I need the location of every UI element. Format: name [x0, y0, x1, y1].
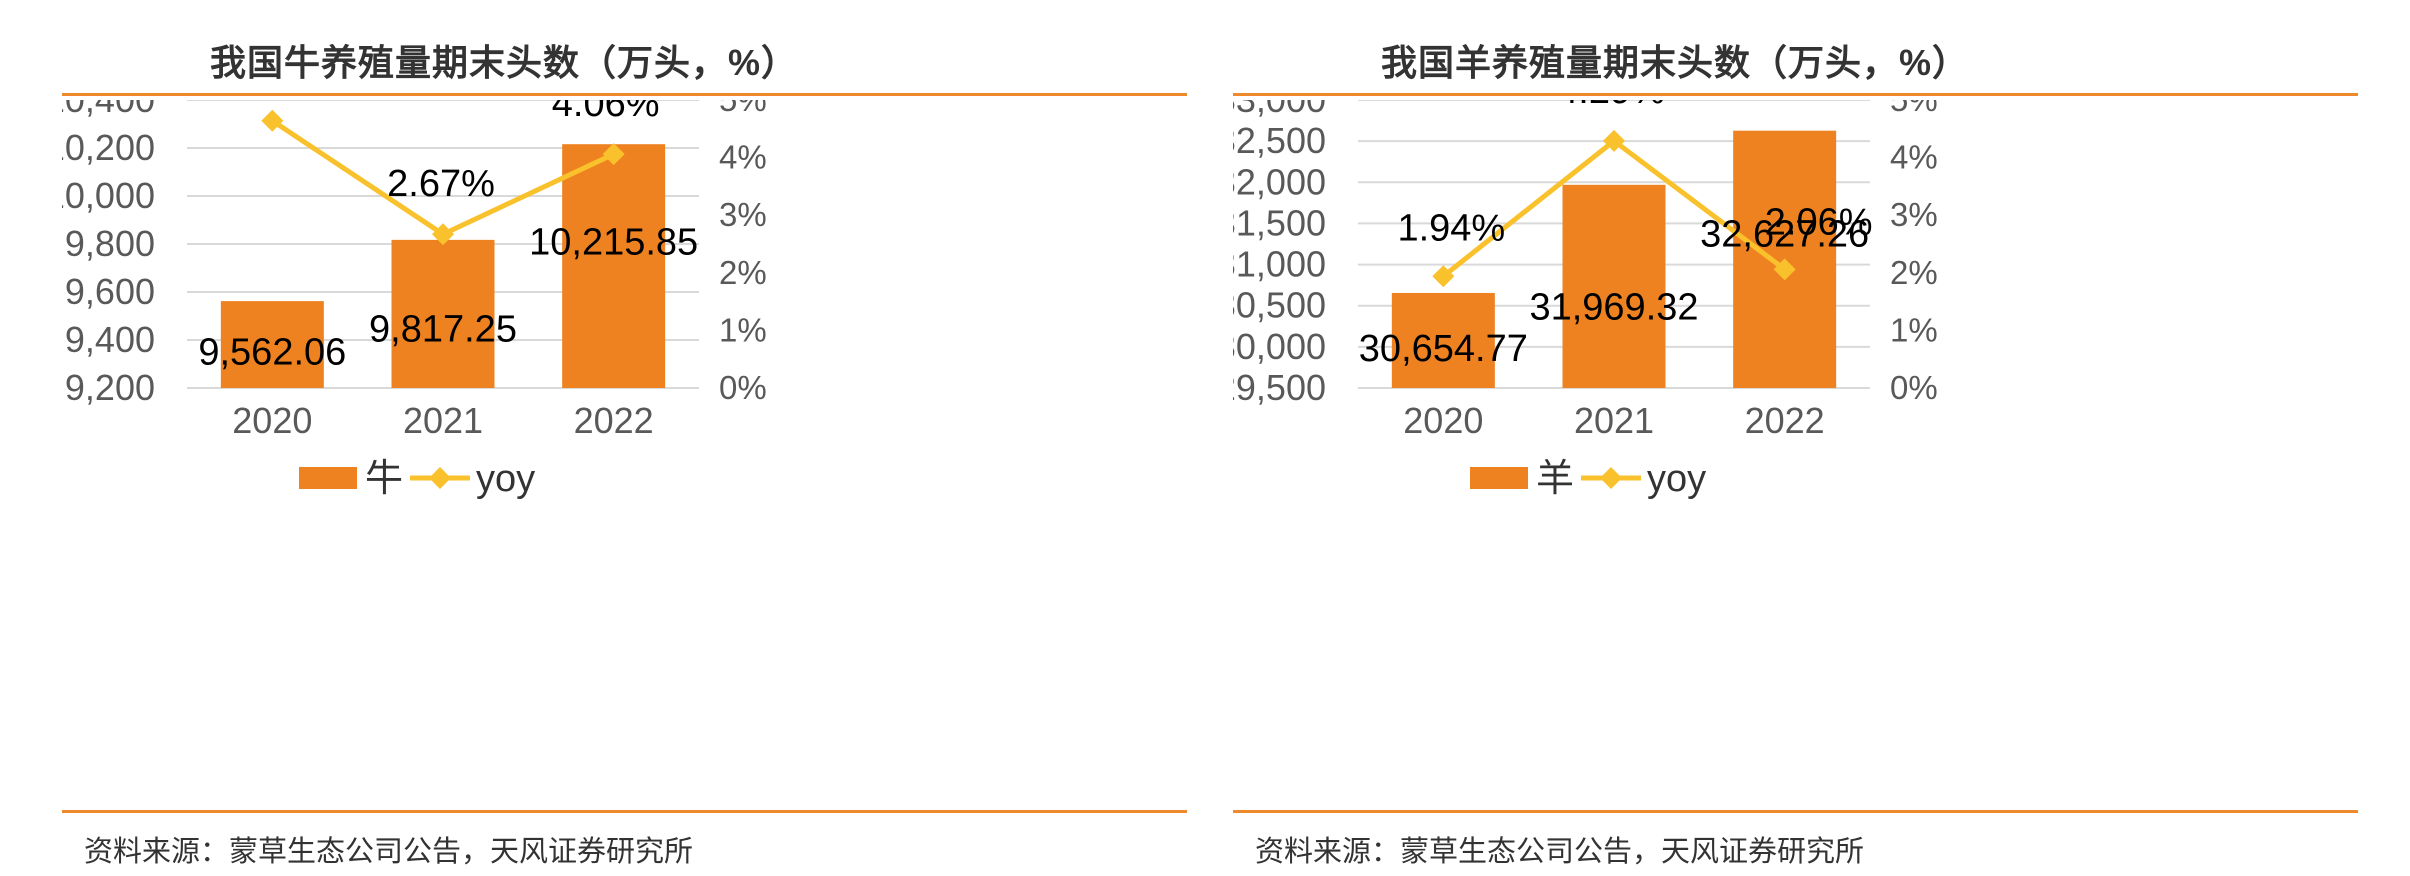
legend-line-marker: [429, 467, 451, 489]
chart-title: 我国牛养殖量期末头数（万头，%）: [62, 30, 1187, 86]
legend-bar-swatch: [1470, 467, 1528, 489]
bar-data-label: 31,969.32: [1529, 287, 1698, 329]
legend-line-marker: [1600, 467, 1622, 489]
source-note: 资料来源：蒙草生态公司公告，天风证券研究所: [1255, 836, 1865, 868]
y2-tick-label: 1%: [1890, 311, 1938, 348]
cattle-chart-panel: 我国牛养殖量期末头数（万头，%） 9,200 9,400 9,600 9,800 10,…: [62, 0, 1187, 876]
bar-data-label: 30,654.77: [1359, 328, 1528, 370]
y-tick-label: 31,000: [1233, 244, 1326, 285]
x-tick-label: 2020: [232, 400, 312, 441]
y2-tick-label: 3%: [1890, 196, 1938, 233]
y2-tick-label: 1%: [719, 311, 767, 348]
y-tick-label: 10,000: [62, 175, 155, 216]
yoy-data-label: 2.67%: [387, 163, 495, 205]
source-note: 资料来源：蒙草生态公司公告，天风证券研究所: [84, 836, 694, 868]
sheep-chart-panel: 我国羊养殖量期末头数（万头，%） 29,50030,00030,50031,00…: [1233, 0, 2358, 876]
legend-line-label: yoy: [1647, 458, 1706, 500]
title-rule: [1233, 93, 2358, 96]
yoy-data-label: 4.29%: [1557, 100, 1665, 112]
chart-title-text: 我国羊养殖量期末头数（万头，%）: [1381, 42, 1970, 83]
yoy-marker: [432, 223, 454, 246]
y-tick-label: 9,200: [65, 367, 155, 408]
x-tick-label: 2022: [574, 400, 654, 441]
bar: [391, 239, 495, 388]
sheep-chart: 29,50030,00030,50031,00031,50032,00032,5…: [1233, 100, 1938, 500]
bar-data-label: 10,215.85: [529, 222, 698, 264]
x-tick-label: 2022: [1745, 400, 1825, 441]
yoy-data-label: 4.06%: [552, 100, 660, 125]
y-tick-label: 31,500: [1233, 202, 1326, 243]
y2-tick-label: 5%: [1890, 100, 1938, 118]
bar-data-label: 9,562.06: [198, 332, 346, 374]
y2-tick-label: 0%: [719, 369, 767, 406]
bar: [562, 144, 666, 388]
legend-bar-label: 牛: [365, 458, 403, 500]
bar: [1562, 184, 1666, 388]
y-tick-label: 32,000: [1233, 161, 1326, 202]
yoy-marker: [1432, 265, 1455, 288]
y-tick-label: 30,000: [1233, 326, 1326, 367]
y2-tick-label: 0%: [1890, 369, 1938, 406]
y-tick-label: 9,600: [65, 271, 155, 312]
yoy-marker: [1603, 129, 1625, 152]
y-tick-label: 10,200: [62, 127, 155, 168]
y2-tick-label: 2%: [719, 254, 767, 291]
chart-title-text: 我国牛养殖量期末头数（万头，%）: [210, 42, 799, 83]
yoy-marker: [1773, 258, 1796, 281]
source-rule: [62, 810, 1187, 813]
y2-tick-label: 4%: [719, 139, 767, 176]
chart-title: 我国羊养殖量期末头数（万头，%）: [1233, 30, 2358, 86]
legend-bar-label: 羊: [1536, 458, 1574, 500]
y-tick-label: 10,400: [62, 100, 155, 120]
y2-tick-label: 4%: [1890, 139, 1938, 176]
yoy-marker: [261, 109, 284, 132]
y-tick-label: 32,500: [1233, 120, 1326, 161]
y-tick-label: 30,500: [1233, 285, 1326, 326]
x-tick-label: 2021: [403, 400, 483, 441]
cattle-chart: 9,200 9,400 9,600 9,800 10,000 10,200 10,400 0%…: [62, 100, 767, 500]
title-rule: [62, 93, 1187, 96]
legend-bar-swatch: [299, 467, 357, 489]
x-tick-label: 2021: [1574, 400, 1654, 441]
legend-line-label: yoy: [476, 458, 535, 500]
y2-tick-label: 2%: [1890, 254, 1938, 291]
y2-tick-label: 3%: [719, 196, 767, 233]
y-tick-label: 9,400: [65, 319, 155, 360]
bar-data-label: 32,627.26: [1700, 214, 1869, 256]
y-tick-label: 29,500: [1233, 367, 1326, 408]
yoy-data-label: 2.06%: [1765, 201, 1873, 243]
y2-tick-label: 5%: [719, 100, 767, 118]
source-rule: [1233, 810, 2358, 813]
x-tick-label: 2020: [1403, 400, 1483, 441]
bar: [220, 301, 324, 388]
yoy-data-label: 1.94%: [1397, 207, 1505, 249]
y-tick-label: 9,800: [65, 223, 155, 264]
y-tick-label: 33,000: [1233, 100, 1326, 120]
yoy-marker: [602, 143, 625, 166]
bar-data-label: 9,817.25: [369, 309, 517, 351]
bar: [1391, 292, 1495, 388]
